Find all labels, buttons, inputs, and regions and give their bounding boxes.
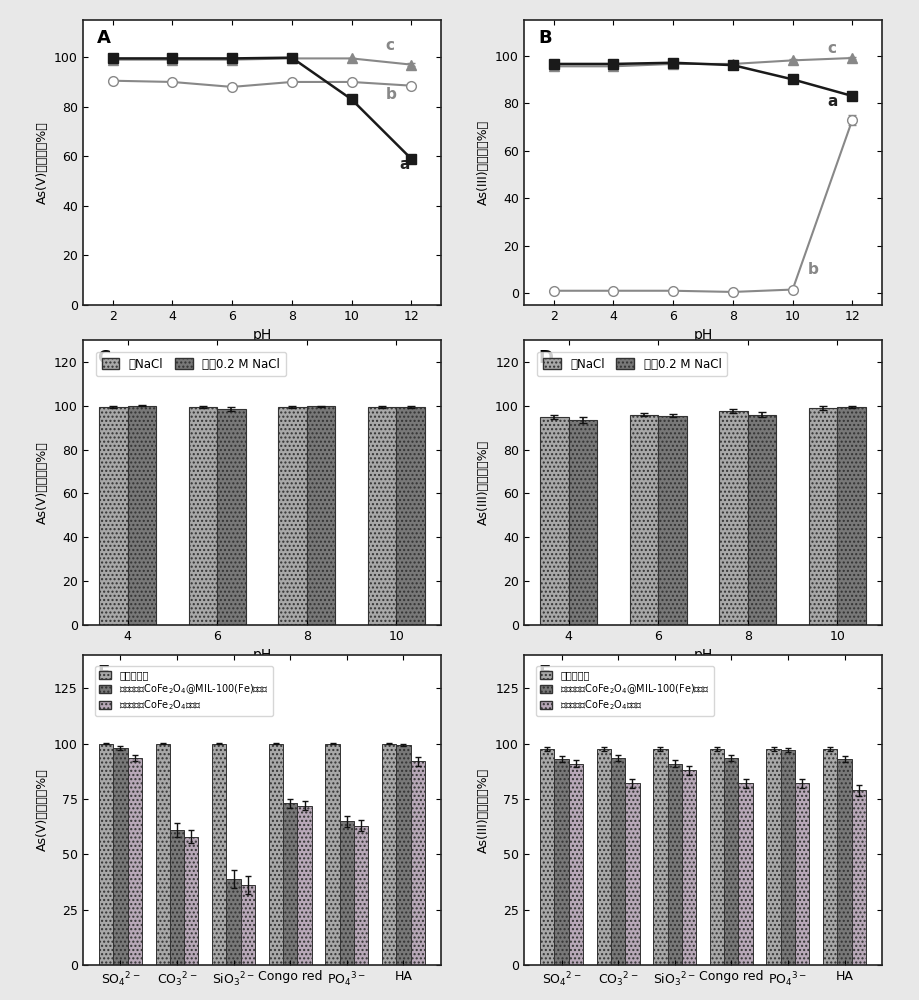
- Bar: [596, 749, 611, 965]
- Bar: [720, 411, 748, 625]
- Bar: [809, 408, 837, 625]
- Bar: [212, 744, 226, 965]
- Bar: [113, 748, 128, 965]
- Bar: [852, 790, 866, 965]
- Bar: [128, 758, 142, 965]
- Text: b: b: [386, 87, 397, 102]
- Bar: [611, 758, 625, 965]
- Bar: [569, 764, 583, 965]
- Bar: [837, 759, 852, 965]
- Bar: [382, 744, 396, 965]
- Bar: [411, 761, 425, 965]
- Y-axis label: As(V)去除率（%）: As(V)去除率（%）: [36, 441, 49, 524]
- X-axis label: pH: pH: [694, 328, 712, 342]
- Text: A: A: [97, 29, 111, 47]
- Bar: [184, 837, 199, 965]
- Legend: 无NaCl, 加入0.2 M NaCl: 无NaCl, 加入0.2 M NaCl: [537, 352, 727, 376]
- Bar: [128, 406, 156, 625]
- X-axis label: pH: pH: [253, 648, 271, 662]
- Legend: 无干扰离子, 干扰离子对CoFe$_2$O$_4$@MIL-100(Fe)的影响, 干扰离子对CoFe$_2$O$_4$的影响: 无干扰离子, 干扰离子对CoFe$_2$O$_4$@MIL-100(Fe)的影响…: [95, 666, 273, 716]
- Text: c: c: [827, 41, 836, 56]
- Bar: [781, 750, 795, 965]
- Text: c: c: [386, 38, 395, 53]
- Bar: [682, 770, 697, 965]
- Text: B: B: [539, 29, 551, 47]
- Text: C: C: [97, 349, 110, 367]
- Text: F: F: [539, 664, 550, 682]
- Bar: [739, 783, 753, 965]
- Bar: [354, 826, 369, 965]
- Bar: [748, 415, 777, 625]
- Bar: [625, 783, 640, 965]
- Bar: [307, 406, 335, 625]
- Text: E: E: [97, 664, 109, 682]
- Bar: [325, 744, 340, 965]
- Bar: [298, 806, 312, 965]
- Bar: [188, 407, 217, 625]
- Bar: [155, 744, 170, 965]
- Text: b: b: [808, 262, 819, 277]
- Bar: [795, 783, 810, 965]
- Bar: [396, 745, 411, 965]
- Bar: [569, 420, 597, 625]
- Bar: [653, 749, 667, 965]
- Bar: [667, 764, 682, 965]
- Bar: [368, 407, 396, 625]
- Bar: [170, 830, 184, 965]
- Y-axis label: As(III)去除率（%）: As(III)去除率（%）: [477, 120, 490, 205]
- X-axis label: pH: pH: [253, 328, 271, 342]
- Legend: 无NaCl, 加入0.2 M NaCl: 无NaCl, 加入0.2 M NaCl: [96, 352, 286, 376]
- Y-axis label: As(III)去除率（%）: As(III)去除率（%）: [477, 767, 490, 853]
- Bar: [823, 749, 837, 965]
- Bar: [540, 417, 569, 625]
- Bar: [241, 885, 255, 965]
- Bar: [724, 758, 739, 965]
- Bar: [396, 407, 425, 625]
- Bar: [217, 409, 245, 625]
- Bar: [540, 749, 554, 965]
- Bar: [99, 744, 113, 965]
- Bar: [99, 407, 128, 625]
- Bar: [630, 415, 658, 625]
- Bar: [226, 879, 241, 965]
- Bar: [278, 407, 307, 625]
- Bar: [658, 416, 686, 625]
- Y-axis label: As(III)去除率（%）: As(III)去除率（%）: [477, 440, 490, 525]
- Y-axis label: As(V)去除率（%）: As(V)去除率（%）: [36, 121, 49, 204]
- X-axis label: pH: pH: [694, 648, 712, 662]
- Bar: [837, 407, 866, 625]
- Bar: [709, 749, 724, 965]
- Legend: 无干扰离子, 干扰离子对CoFe$_2$O$_4$@MIL-100(Fe)的影响, 干扰离子对CoFe$_2$O$_4$的影响: 无干扰离子, 干扰离子对CoFe$_2$O$_4$@MIL-100(Fe)的影响…: [536, 666, 714, 716]
- Text: D: D: [539, 349, 553, 367]
- Y-axis label: As(V)去除率（%）: As(V)去除率（%）: [36, 769, 49, 851]
- Text: a: a: [399, 157, 410, 172]
- Bar: [340, 821, 354, 965]
- Bar: [268, 744, 283, 965]
- Text: a: a: [827, 94, 837, 108]
- Bar: [283, 803, 298, 965]
- Bar: [554, 759, 569, 965]
- Bar: [766, 749, 781, 965]
